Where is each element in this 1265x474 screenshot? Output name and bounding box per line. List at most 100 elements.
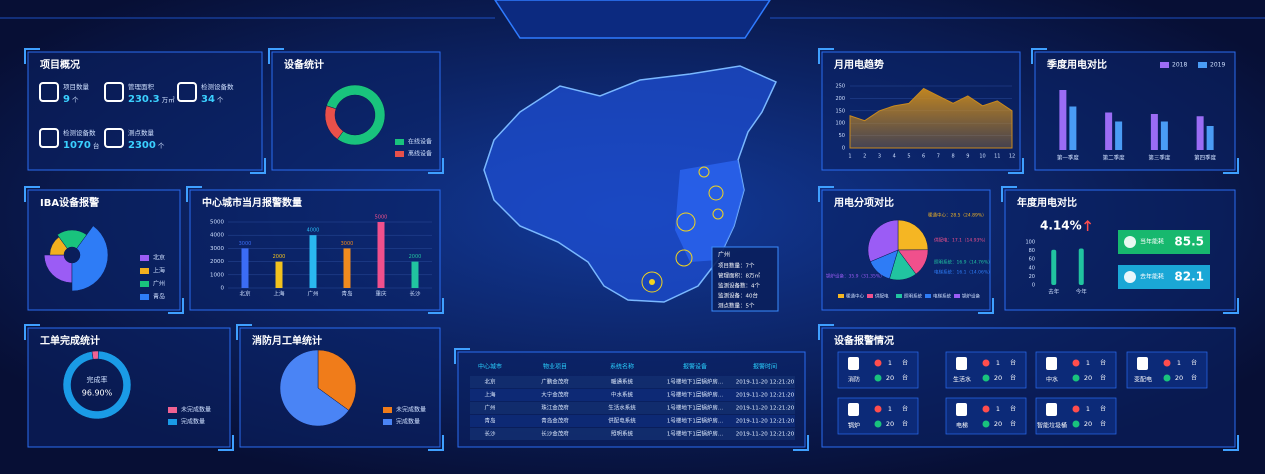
bar (1160, 121, 1168, 150)
label: 检测设备数 (63, 128, 96, 137)
normal-dot (982, 374, 990, 382)
table-cell: 上海 (484, 391, 496, 399)
table-cell: 长沙 (484, 430, 496, 438)
y-tick-label: 3000 (210, 246, 224, 252)
x-tick-label: 12 (1009, 154, 1015, 160)
y-tick-label: 40 (1029, 265, 1035, 271)
panel-title: 工单完成统计 (40, 334, 100, 347)
x-tick-label: 7 (937, 154, 940, 160)
y-tick-label: 5000 (210, 220, 224, 226)
panel-title: 项目概况 (40, 58, 80, 71)
device-name: 消防 (848, 376, 860, 384)
change-value: 4.14% (1040, 219, 1082, 233)
legend-swatch (925, 294, 931, 298)
table-cell: 2019-11-20 12:21:20 (736, 406, 795, 412)
legend-label: 在线设备 (408, 138, 432, 146)
bar (1078, 248, 1084, 285)
y-tick-label: 0 (221, 286, 225, 292)
label: 监测设备：40台 (718, 292, 758, 300)
table-header: 报警设备 (683, 363, 707, 371)
alarm-icon (1137, 357, 1148, 370)
item-icon (104, 82, 124, 102)
bar (1150, 114, 1158, 150)
item-icon (104, 128, 124, 148)
table-cell: 暖通系统 (611, 378, 634, 386)
unit: 台 (1100, 374, 1106, 382)
alarm-count: 1 (996, 359, 1000, 367)
y-tick-label: 2000 (210, 259, 224, 265)
item-icon (39, 128, 59, 148)
unit: 台 (1010, 359, 1016, 367)
table-cell: 照明系统 (611, 430, 634, 438)
area (849, 87, 1013, 149)
up-arrow (1084, 219, 1092, 231)
panel-title: IBA设备报警 (40, 196, 99, 209)
normal-dot (982, 420, 990, 428)
pie-slice (326, 84, 386, 146)
panel (1034, 51, 1236, 171)
x-tick-label: 广州 (307, 290, 318, 298)
bar (309, 235, 317, 288)
alarm-dot (874, 405, 882, 413)
unit: 台 (902, 420, 908, 428)
panel-corner (818, 48, 1024, 174)
panel-corner (818, 186, 994, 314)
unit: 台 (1191, 374, 1197, 382)
y-tick-label: 100 (1025, 240, 1035, 246)
bar (241, 248, 249, 288)
legend-label: 未完成数量 (396, 406, 426, 414)
x-tick-label: 2 (863, 154, 866, 160)
legend-label: 广州 (153, 280, 165, 288)
panel (27, 51, 263, 171)
panel (271, 51, 441, 171)
panel-title: 消防月工单统计 (252, 334, 322, 347)
unit: 台 (902, 374, 908, 382)
x-tick-label: 4 (893, 154, 896, 160)
panel-corner (454, 348, 809, 451)
city-marker (708, 185, 724, 201)
legend-swatch (140, 281, 149, 287)
normal-count: 20 (886, 374, 894, 382)
label: 去年能耗 (1140, 273, 1164, 281)
normal-count: 20 (1084, 420, 1092, 428)
normal-count: 20 (886, 420, 894, 428)
legend-swatch (140, 255, 149, 261)
alarm-count: 1 (1086, 359, 1090, 367)
normal-dot (874, 374, 882, 382)
alarm-dot (874, 359, 882, 367)
x-tick-label: 10 (979, 154, 985, 160)
device-name: 智能垃圾桶 (1037, 422, 1067, 430)
panel-corner (818, 324, 1239, 451)
city-marker (675, 249, 693, 267)
alarm-count: 1 (888, 405, 892, 413)
normal-dot (1072, 374, 1080, 382)
legend-label: 上海 (153, 267, 165, 275)
alarm-count: 1 (1086, 405, 1090, 413)
table-cell: 1号楼地下1层锅炉房... (667, 417, 723, 425)
legend-label: 2019 (1210, 62, 1225, 69)
item-value: 230.3 (128, 94, 160, 105)
panel-corner (186, 186, 444, 314)
normal-dot (1163, 374, 1171, 382)
device-name: 锅炉 (848, 422, 860, 430)
label: 监测设备数：4个 (718, 282, 760, 290)
panel-title: 设备统计 (284, 58, 324, 71)
panel-corner (24, 324, 234, 451)
table-cell: 1号楼地下1层锅炉房... (667, 391, 723, 399)
panel-title: 年度用电对比 (1017, 196, 1077, 209)
pie-slice (279, 349, 350, 427)
bar (1059, 90, 1067, 150)
legend-swatch (383, 407, 392, 413)
value-label: 2000 (409, 254, 422, 260)
card-value: 85.5 (1174, 235, 1204, 249)
label: 广州 (718, 251, 730, 259)
table-cell: 北京 (484, 378, 496, 386)
table-cell: 长沙金茂府 (541, 430, 569, 438)
slice-label: 照明系统：16.9（14.76%） (934, 259, 993, 266)
panel-corner (24, 186, 184, 314)
normal-count: 20 (994, 420, 1002, 428)
table-row (470, 389, 795, 401)
legend-swatch (168, 419, 177, 425)
